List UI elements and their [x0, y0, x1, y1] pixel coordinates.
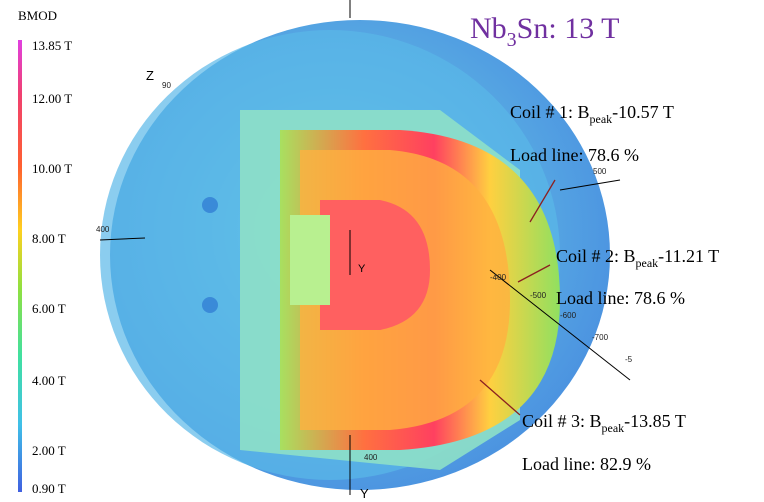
coil-label: Coil # 3: Bpeak-13.85 T: [522, 411, 686, 435]
coil-label-part: Coil # 3: B: [522, 411, 602, 431]
hole: [202, 297, 218, 313]
colorbar-label: 4.00 T: [32, 373, 66, 388]
tick-label: -600: [560, 311, 577, 320]
tick-label: -5: [625, 355, 633, 364]
colorbar-label: 0.90 T: [32, 481, 66, 496]
coil-label-subscript: peak: [602, 421, 625, 435]
colorbar-labels: 13.85 T 12.00 T 10.00 T 8.00 T 6.00 T 4.…: [32, 38, 72, 496]
load-line: Load line: 78.6 %: [510, 145, 639, 165]
coil-bore: [320, 200, 430, 330]
coil-label-subscript: peak: [590, 112, 613, 126]
axis-label: Z: [146, 68, 154, 83]
colorbar-label: 8.00 T: [32, 231, 66, 246]
title-part: Nb: [470, 12, 507, 45]
load-line: Load line: 82.9 %: [522, 454, 651, 474]
coil-label-part: -13.85 T: [624, 411, 686, 431]
coil-label-part: -11.21 T: [658, 246, 719, 266]
tick-label: 400: [364, 453, 378, 462]
figure: BMOD 13.85 T 12.00 T 10.00 T 8.00 T 6.00…: [0, 0, 764, 502]
colorbar-label: 2.00 T: [32, 443, 66, 458]
colorbar-label: 12.00 T: [32, 91, 72, 106]
title-part: Sn: 13 T: [517, 12, 620, 45]
tick-label: 90: [162, 81, 171, 90]
title-subscript: 3: [507, 29, 517, 51]
bore-wall: [290, 215, 330, 305]
coil-label-subscript: peak: [636, 256, 659, 270]
load-line: Load line: 78.6 %: [556, 288, 685, 308]
coil-label-part: Coil # 2: B: [556, 246, 636, 266]
tick-label: 400: [96, 225, 110, 234]
hole: [202, 197, 218, 213]
title: Nb3Sn: 13 T: [470, 12, 619, 51]
tick-label: -700: [592, 333, 609, 342]
tick-label: 500: [593, 167, 607, 176]
tick-label: -500: [530, 291, 547, 300]
axis-label: Y: [360, 486, 369, 501]
axis-label: Y: [358, 263, 366, 275]
coil-label-part: -10.57 T: [612, 102, 674, 122]
tick-label: -400: [490, 273, 507, 282]
colorbar-label: 13.85 T: [32, 38, 72, 53]
coil-label-part: Coil # 1: B: [510, 102, 590, 122]
colorbar: [18, 40, 22, 492]
colorbar-label: 10.00 T: [32, 161, 72, 176]
colorbar-title: BMOD: [18, 8, 57, 23]
colorbar-label: 6.00 T: [32, 301, 66, 316]
